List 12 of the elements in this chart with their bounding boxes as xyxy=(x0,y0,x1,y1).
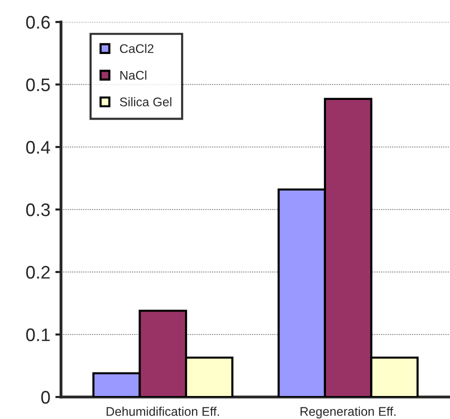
y-tick-label: 0.2 xyxy=(26,266,50,279)
y-tick-label: 0 xyxy=(41,390,50,404)
x-tick-label: Regeneration Eff. xyxy=(300,406,396,418)
y-tick-label: 0.3 xyxy=(26,203,50,216)
y-tick-label: 0.4 xyxy=(26,140,50,154)
legend-label: CaCl2 xyxy=(120,44,154,54)
legend-label: NaCl xyxy=(120,70,146,80)
y-tick-label: 0.5 xyxy=(26,78,50,92)
y-tick-label: 0.6 xyxy=(26,16,50,29)
x-tick-label: Dehumidification Eff. xyxy=(106,406,219,416)
y-tick-label: 0.1 xyxy=(26,328,50,342)
legend-label: Silica Gel xyxy=(120,97,172,106)
